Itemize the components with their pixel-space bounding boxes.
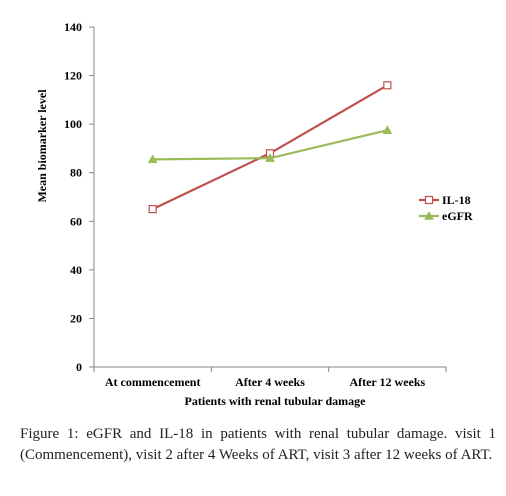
y-tick-label: 20 [70,311,82,325]
legend-label: eGFR [442,209,473,223]
x-axis-ticks: At commencement After 4 weeks After 12 wee… [93,367,447,389]
x-tick-label: At commencement [105,375,201,389]
data-point-marker [148,205,157,214]
line-chart: 0 20 40 60 80 100 120 140 At commencement After … [35,20,473,408]
chart-legend: IL-18 eGFR [419,193,473,223]
data-point-marker [147,154,158,164]
y-tick-label: 40 [70,263,82,277]
chart-axes [93,27,446,368]
legend-entry: IL-18 [419,193,471,207]
series-il-18 [148,81,392,214]
figure-caption: Figure 1: eGFR and IL-18 in patients wit… [20,424,496,466]
caption-label: Figure 1: [20,426,79,442]
x-axis-title: Patients with renal tubular damage [185,394,367,408]
y-tick-label: 140 [64,20,82,34]
y-tick-label: 120 [64,69,82,83]
caption-text: eGFR and IL-18 in patients with renal tu… [20,426,496,463]
y-axis-title: Mean biomarker level [35,89,49,203]
x-tick-label: After 12 weeks [349,375,425,389]
legend-entry: eGFR [419,209,473,223]
data-point-marker [382,125,393,134]
data-point-marker [265,153,275,162]
y-axis-ticks: 0 20 40 60 80 100 120 140 [64,20,94,374]
y-tick-label: 60 [70,214,82,228]
data-point-marker [424,195,434,205]
legend-label: IL-18 [442,193,471,207]
y-tick-label: 100 [64,117,82,131]
x-tick-label: After 4 weeks [235,375,305,389]
chart-series [147,81,393,214]
data-point-marker [383,81,392,90]
series-egfr [147,125,393,164]
series-line [152,84,388,211]
data-point-marker [424,210,434,220]
y-tick-label: 80 [70,166,82,180]
y-tick-label: 0 [76,360,82,374]
